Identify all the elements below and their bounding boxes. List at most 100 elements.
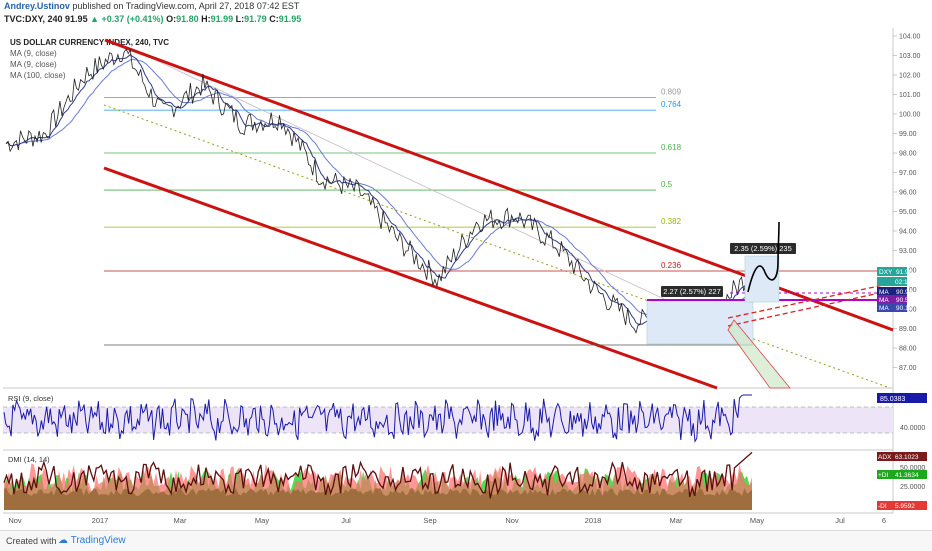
ma-9-line[interactable] [5,53,753,325]
time-tick-11: 6 [882,516,886,525]
dmi-base-area[interactable] [4,488,752,510]
last-price: 91.95 [65,14,88,24]
projection-zone[interactable] [727,319,791,389]
price-tick-10: 94.00 [899,229,917,236]
dmi-title: DMI (14, 14) [8,455,50,464]
descending-channel[interactable] [103,38,894,390]
time-axis[interactable]: Nov 2017 Mar May Jul Sep Nov 2018 Mar May Jul 6 [8,516,886,525]
svg-text:-DI: -DI [878,503,887,510]
time-tick-1: 2017 [92,516,109,525]
axis-tag-value-4: 90.18 [896,305,913,312]
time-tick-6: Nov [505,516,519,525]
measure-label-2-35: 2.35 (2.59%) 235 [730,243,796,254]
price-tick-16: 88.00 [899,346,917,353]
open-value: 91.80 [176,14,199,24]
price-tick-6: 98.00 [899,151,917,158]
time-tick-7: 2018 [585,516,602,525]
svg-text:41.3634: 41.3634 [895,472,919,479]
axis-tag-value-2: 90.93 [896,289,913,296]
price-tick-1: 103.00 [899,53,921,60]
svg-text:85.0383: 85.0383 [880,396,905,403]
axis-tag-value-0: 91.95 [896,269,913,276]
price-tick-9: 95.00 [899,209,917,216]
adx-line[interactable] [3,451,753,499]
price-tick-3: 101.00 [899,92,921,99]
price-tick-7: 97.00 [899,170,917,177]
price-tick-11: 93.00 [899,248,917,255]
dmi-axis-50: 50.0000 [900,465,925,472]
dotted-trendline[interactable] [103,104,891,389]
fib-label-0.5: 0.5 [661,180,673,189]
adx-tag: ADX 63.1023 [877,452,927,461]
legend-ma-2[interactable]: MA (9, close) [10,60,57,69]
fib-label-0.809: 0.809 [661,87,682,96]
price-tick-12: 92.00 [899,268,917,275]
legend-ma-3[interactable]: MA (100, close) [10,71,66,80]
time-tick-8: Mar [670,516,683,525]
axis-tag-bg-4 [877,303,907,312]
price-tick-17: 87.00 [899,365,917,372]
axis-tag-bg-0 [877,267,907,276]
price-line[interactable] [5,48,753,334]
axis-tag-value-1: 02:18:21 [895,279,921,286]
svg-text:63.1023: 63.1023 [895,454,919,461]
axis-tag-name-4: MA [879,305,889,312]
fib-labels: 0.809 0.764 0.618 0.5 0.382 0.236 [661,87,682,270]
svg-text:ADX: ADX [878,454,892,461]
axis-tag-value-3: 90.57 [896,297,913,304]
rsi-line[interactable] [3,394,752,443]
time-tick-3: May [255,516,269,525]
chart-canvas[interactable]: 104.00 103.00 102.00 101.00 100.00 99.00 98.00… [0,0,932,530]
price-change: ▲ +0.37 (+0.41%) [90,14,164,24]
price-tick-13: 91.00 [899,287,917,294]
time-tick-0: Nov [8,516,22,525]
svg-text:5.9592: 5.9592 [895,503,915,510]
time-tick-10: Jul [835,516,845,525]
rsi-axis-label: 40.0000 [900,425,925,432]
axis-tag-bg-1 [877,277,907,286]
axis-tag-bg-2 [877,287,907,296]
breakout-dashed-lines[interactable] [727,282,894,327]
footer: Created with ☁ TradingView [0,530,932,551]
hand-drawn-arrow[interactable] [747,221,780,293]
price-tick-0: 104.00 [899,34,921,41]
dmi-axis-25: 25.0000 [900,484,925,491]
fib-label-0.764: 0.764 [661,100,682,109]
legend-ma-1[interactable]: MA (9, close) [10,49,57,58]
axis-tag-bg-3 [877,295,907,304]
author-link[interactable]: Andrey.Ustinov [4,1,70,11]
publish-line: Andrey.Ustinov published on TradingView.… [4,1,299,11]
axis-tag-name-3: MA [879,297,889,304]
fib-label-0.236: 0.236 [661,261,682,270]
price-tick-5: 99.00 [899,131,917,138]
price-tick-14: 90.00 [899,307,917,314]
dmi-series[interactable] [3,451,753,510]
measure-label-2-27: 2.27 (2.57%) 227 [661,286,723,297]
close-value: 91.95 [278,14,302,24]
high-value: 91.99 [210,14,234,24]
created-with-text: Created with [6,536,57,546]
axis-tag-name-0: DXY [879,269,893,276]
time-tick-5: Sep [423,516,436,525]
published-text: published on TradingView.com, April 27, … [72,1,300,11]
indicator-legend: US DOLLAR CURRENCY INDEX, 240, TVC MA (9… [10,37,169,81]
price-tick-15: 89.00 [899,326,917,333]
price-tick-4: 100.00 [899,112,921,119]
plus-di-tag: +DI 41.3634 [877,470,927,479]
time-tick-4: Jul [341,516,351,525]
tradingview-logo[interactable]: ☁ TradingView [58,535,126,546]
svg-text:2.35 (2.59%) 235: 2.35 (2.59%) 235 [734,244,792,253]
minus-di-tag: -DI 5.9592 [877,501,927,510]
low-value: 91.79 [244,14,267,24]
ma-100-line[interactable] [5,58,753,322]
time-tick-2: Mar [174,516,187,525]
price-tick-2: 102.00 [899,73,921,80]
price-axis-tags: DXY 91.95 02:18:21 MA 90.93 MA 90.57 MA 90.18 [877,267,921,312]
price-axis[interactable]: 104.00 103.00 102.00 101.00 100.00 99.00 98.00… [893,34,921,373]
ohlc-line: TVC:DXY, 240 91.95 ▲ +0.37 (+0.41%) O:91… [4,14,302,24]
fib-label-0.382: 0.382 [661,217,682,226]
chart-title: US DOLLAR CURRENCY INDEX, 240, TVC [10,38,169,47]
svg-text:+DI: +DI [878,472,888,479]
symbol-label[interactable]: TVC:DXY, 240 [4,14,63,24]
thin-trendline[interactable] [129,47,731,331]
